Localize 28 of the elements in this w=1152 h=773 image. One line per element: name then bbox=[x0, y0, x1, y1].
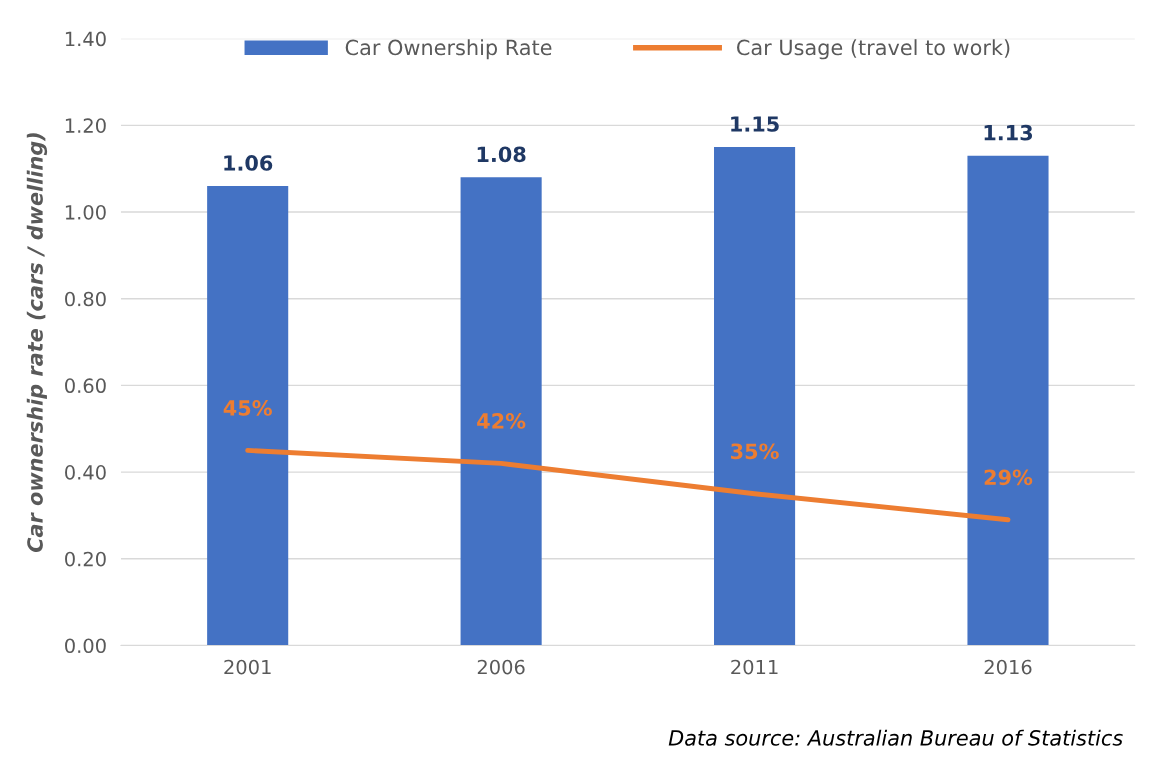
y-tick-label: 0.80 bbox=[65, 291, 106, 307]
y-tick-label: 0.20 bbox=[65, 551, 106, 567]
data-label: 42% bbox=[477, 413, 526, 429]
x-tick-label: 2001 bbox=[224, 659, 271, 675]
y-axis-title: Car ownership rate (cars / dwelling) bbox=[26, 133, 48, 553]
bar bbox=[967, 155, 1049, 646]
y-tick-label: 0.40 bbox=[65, 465, 106, 480]
data-label: 1.13 bbox=[984, 124, 1033, 141]
bar bbox=[460, 177, 542, 646]
y-tick-label: 0.00 bbox=[65, 638, 106, 654]
x-tick-label: 2006 bbox=[477, 659, 525, 675]
data-label: 29% bbox=[984, 469, 1033, 486]
y-tick-label: 1.20 bbox=[65, 118, 106, 133]
source-note: Data source: Australian Bureau of Statistics bbox=[668, 729, 1123, 746]
data-label: 1.08 bbox=[477, 146, 526, 163]
y-tick-label: 1.00 bbox=[65, 204, 106, 220]
legend-label: Car Usage (travel to work) bbox=[737, 39, 1010, 60]
y-tick-label: 0.60 bbox=[65, 378, 106, 394]
data-label: 35% bbox=[731, 443, 779, 460]
bar bbox=[207, 186, 289, 646]
data-label: 1.06 bbox=[224, 155, 273, 171]
x-tick-label: 2011 bbox=[731, 659, 778, 675]
legend-label: Car Ownership Rate bbox=[345, 39, 552, 60]
data-label: 1.15 bbox=[731, 116, 779, 132]
bar bbox=[714, 147, 796, 646]
data-label: 45% bbox=[223, 400, 272, 416]
y-tick-label: 1.40 bbox=[65, 31, 106, 47]
x-tick-label: 2016 bbox=[984, 659, 1032, 675]
